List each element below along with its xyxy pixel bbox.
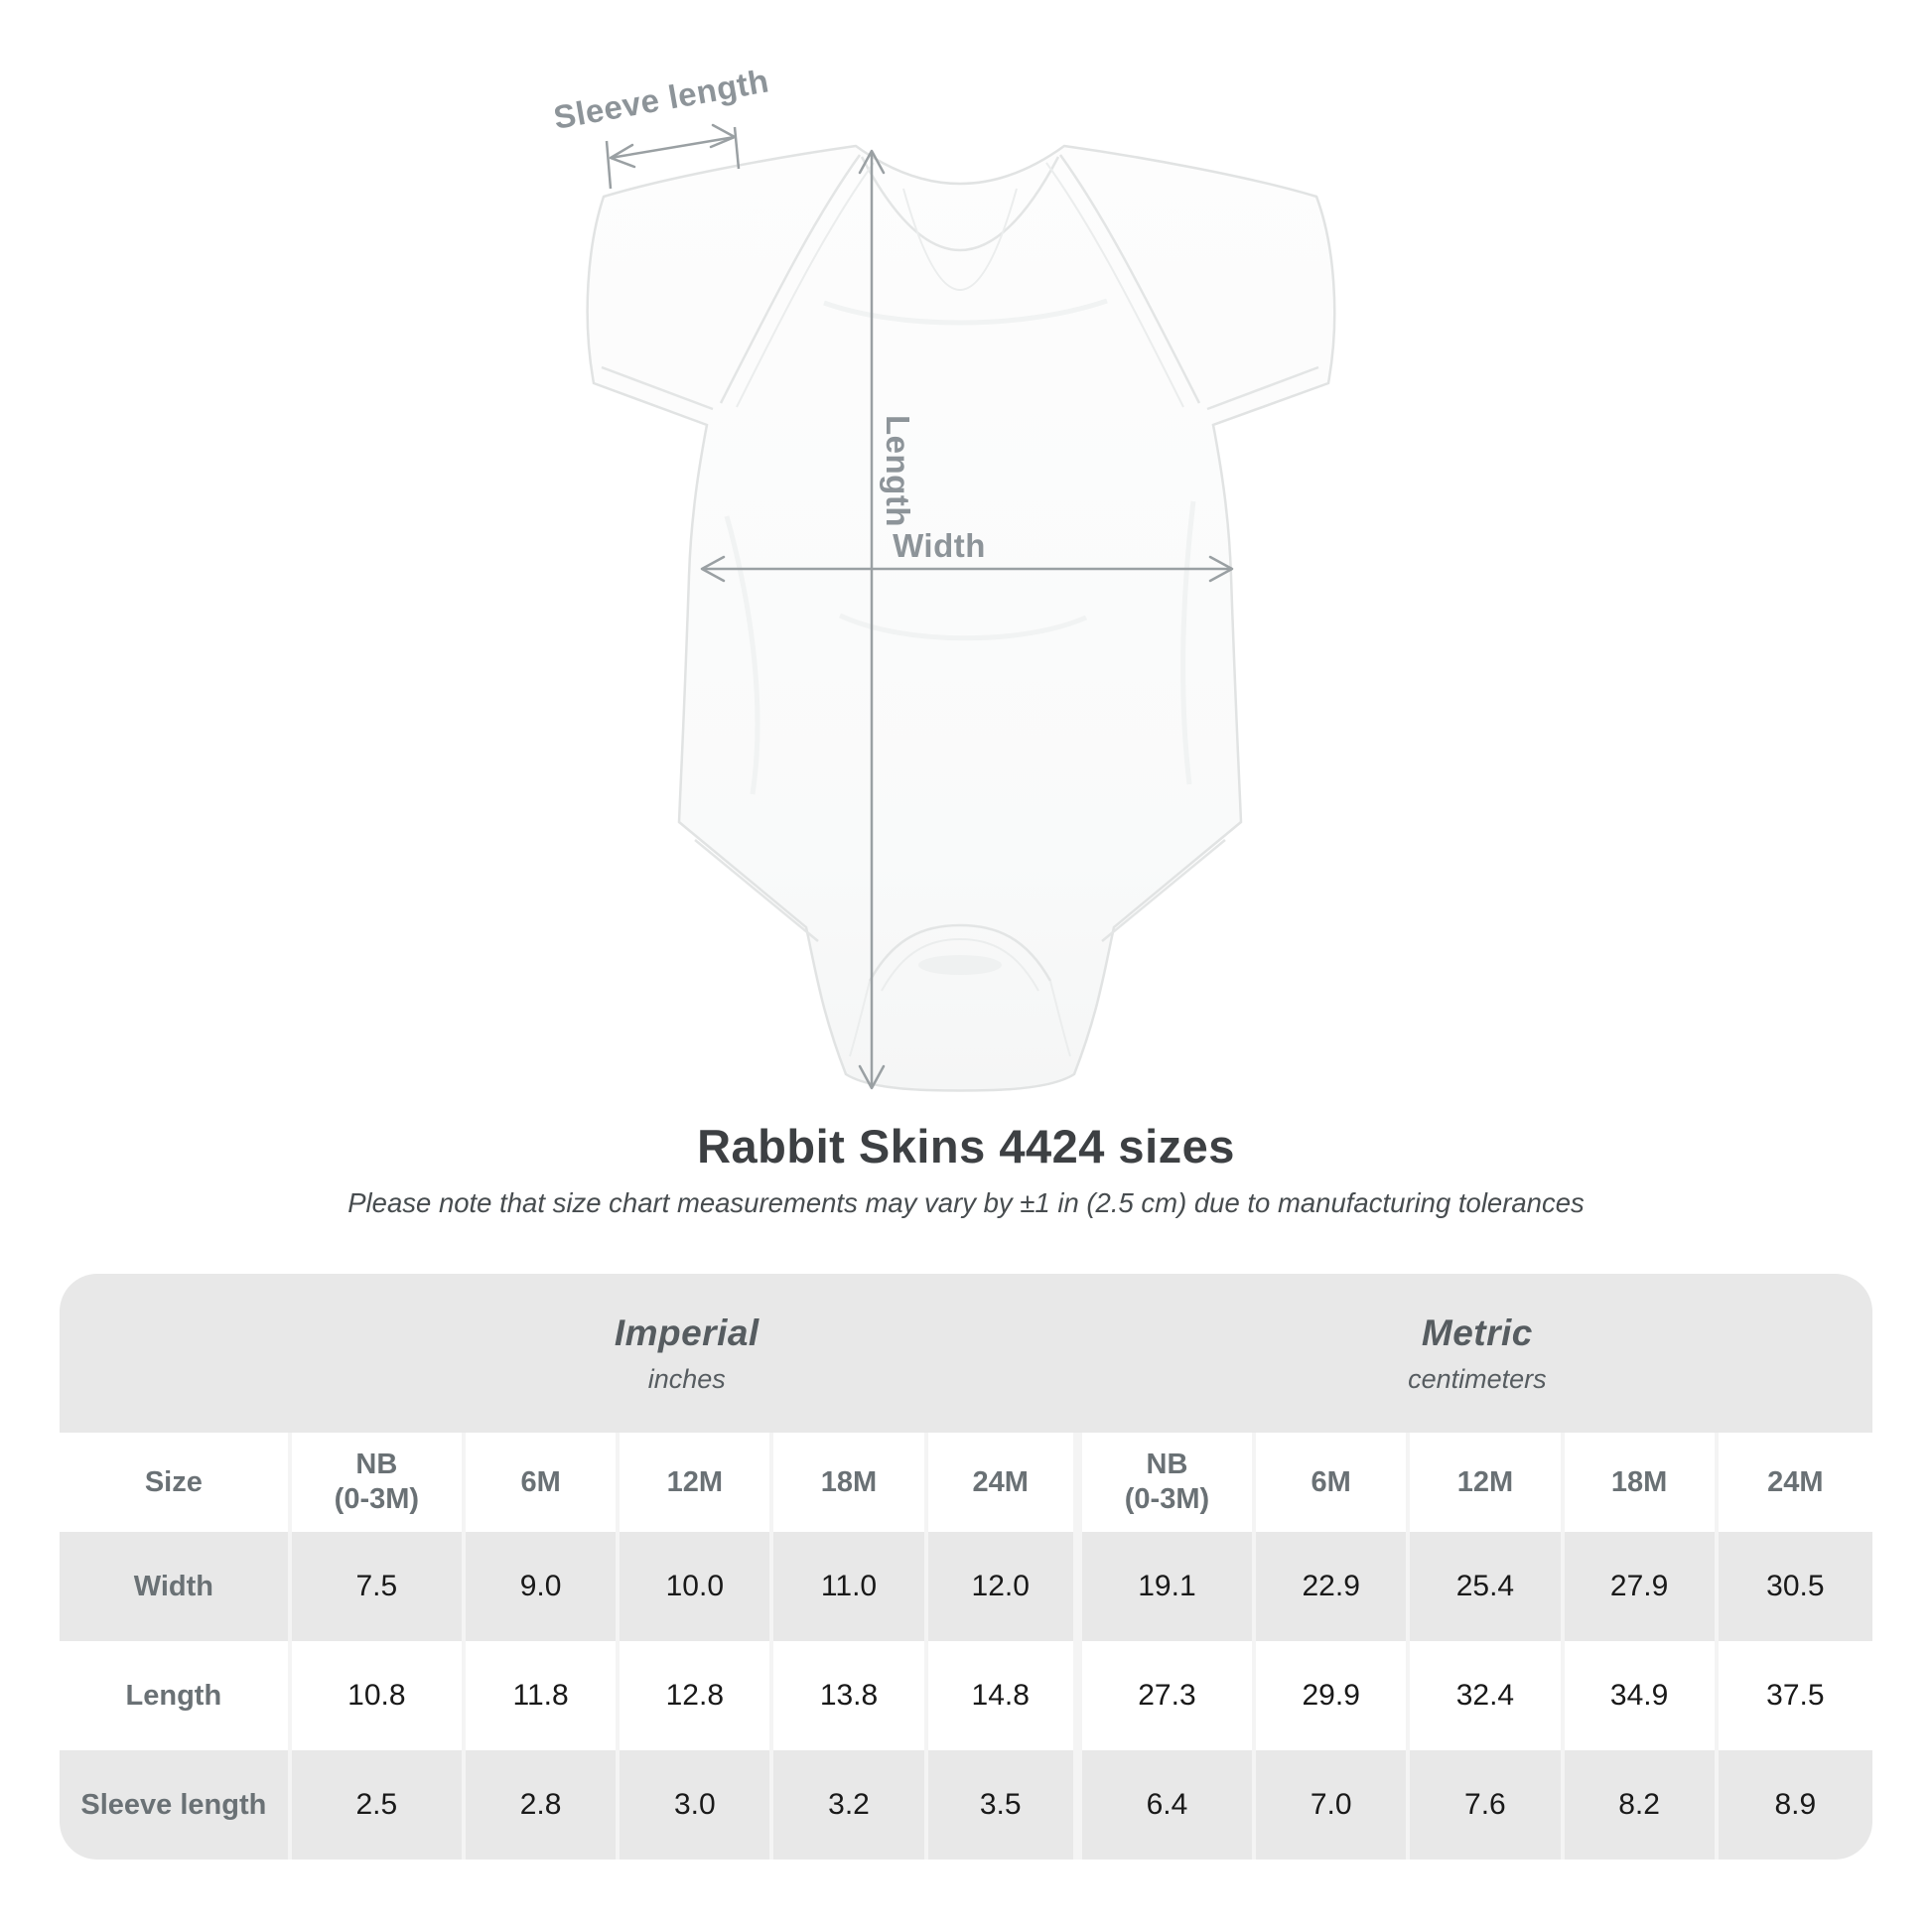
value-cell: 19.1 <box>1081 1532 1257 1641</box>
right-leg-binding <box>1101 839 1226 942</box>
value-cell: 12.0 <box>927 1532 1082 1641</box>
value-cell: 11.8 <box>466 1641 621 1750</box>
column-header: 24M <box>927 1433 1082 1532</box>
value-cell: 2.5 <box>291 1750 466 1860</box>
crotch-flap-edge <box>868 923 1052 982</box>
sleeve-length-annotation-label: Sleeve length <box>551 62 771 136</box>
width-annotation-label: Width <box>893 527 986 564</box>
value-cell: 6.4 <box>1081 1750 1257 1860</box>
unit-name: Imperial <box>614 1311 759 1353</box>
right-sleeve-hem <box>1206 365 1319 411</box>
value-cell: 3.2 <box>773 1750 928 1860</box>
flap-shadow <box>918 955 1002 975</box>
tolerance-note: Please note that size chart measurements… <box>347 1187 1585 1219</box>
unit-header-metric: Metric centimeters <box>1081 1274 1872 1433</box>
unit-header-corner <box>60 1274 292 1433</box>
value-cell: 27.9 <box>1564 1532 1719 1641</box>
left-leg-binding <box>694 839 819 942</box>
column-header: 18M <box>1564 1433 1719 1532</box>
value-cell: 13.8 <box>773 1641 928 1750</box>
unit-name: Metric <box>1421 1311 1533 1353</box>
size-table-wrap: Imperial inches Metric centimeters Size NB (0… <box>60 1274 1872 1860</box>
value-cell: 7.0 <box>1256 1750 1411 1860</box>
unit-header-row: Imperial inches Metric centimeters <box>60 1274 1872 1433</box>
value-cell: 14.8 <box>927 1641 1082 1750</box>
size-table-body: Imperial inches Metric centimeters Size NB (0… <box>60 1274 1872 1860</box>
value-cell: 34.9 <box>1564 1641 1719 1750</box>
size-column-header: Size <box>60 1433 292 1532</box>
value-cell: 8.9 <box>1718 1750 1872 1860</box>
row-label: Length <box>60 1641 292 1750</box>
width-arrow <box>700 555 1234 583</box>
flap-left-edge <box>849 980 871 1057</box>
table-row: Sleeve length 2.5 2.8 3.0 3.2 3.5 6.4 7.0 7.6 8.2… <box>60 1750 1872 1860</box>
fold-belly <box>838 613 1088 641</box>
fold-left <box>724 515 760 795</box>
flap-right-edge <box>1049 980 1071 1057</box>
size-header-row: Size NB (0-3M) 6M 12M 18M 24M NB (0-3M) 6M 12M 18… <box>60 1433 1872 1532</box>
value-cell: 2.8 <box>466 1750 621 1860</box>
page-title: Rabbit Skins 4424 sizes <box>697 1120 1235 1173</box>
onesie-illustration <box>586 144 1336 1092</box>
table-row: Width 7.5 9.0 10.0 11.0 12.0 19.1 22.9 25.4 27.9 3… <box>60 1532 1872 1641</box>
unit-header-imperial: Imperial inches <box>291 1274 1082 1433</box>
value-cell: 9.0 <box>466 1532 621 1641</box>
size-table: Imperial inches Metric centimeters Size NB (0… <box>60 1274 1872 1860</box>
value-cell: 11.0 <box>773 1532 928 1641</box>
onesie-diagram: Length Width Sleeve length <box>551 62 1336 1092</box>
value-cell: 27.3 <box>1081 1641 1257 1750</box>
left-lap-seam <box>719 154 862 404</box>
column-header: 6M <box>1256 1433 1411 1532</box>
fold-chest <box>823 298 1108 326</box>
onesie-body-shape <box>586 144 1336 1092</box>
table-row: Length 10.8 11.8 12.8 13.8 14.8 27.3 29.9 32.4 34… <box>60 1641 1872 1750</box>
title-block: Rabbit Skins 4424 sizes Please note that… <box>0 1120 1932 1219</box>
column-header: NB (0-3M) <box>291 1433 466 1532</box>
value-cell: 8.2 <box>1564 1750 1719 1860</box>
value-cell: 12.8 <box>620 1641 774 1750</box>
value-cell: 30.5 <box>1718 1532 1872 1641</box>
neckband-seam <box>860 156 1060 251</box>
column-header: 12M <box>620 1433 774 1532</box>
value-cell: 7.6 <box>1410 1750 1565 1860</box>
unit-sub: centimeters <box>1408 1363 1547 1394</box>
value-cell: 3.5 <box>927 1750 1082 1860</box>
sleeve-length-arrow <box>605 123 741 190</box>
value-cell: 10.8 <box>291 1641 466 1750</box>
column-header: 24M <box>1718 1433 1872 1532</box>
column-header: 18M <box>773 1433 928 1532</box>
right-lap-stitch <box>1045 162 1184 408</box>
length-annotation-label: Length <box>880 415 916 527</box>
value-cell: 22.9 <box>1256 1532 1411 1641</box>
value-cell: 37.5 <box>1718 1641 1872 1750</box>
neck-inner-shadow <box>902 188 1018 291</box>
length-arrow <box>858 149 886 1090</box>
column-header: 12M <box>1410 1433 1565 1532</box>
column-header: 6M <box>466 1433 621 1532</box>
column-header: NB (0-3M) <box>1081 1433 1257 1532</box>
left-sleeve-hem <box>601 365 714 411</box>
value-cell: 25.4 <box>1410 1532 1565 1641</box>
row-label: Width <box>60 1532 292 1641</box>
value-cell: 10.0 <box>620 1532 774 1641</box>
value-cell: 7.5 <box>291 1532 466 1641</box>
value-cell: 32.4 <box>1410 1641 1565 1750</box>
row-label: Sleeve length <box>60 1750 292 1860</box>
value-cell: 29.9 <box>1256 1641 1411 1750</box>
crotch-flap-stitch <box>881 937 1039 992</box>
unit-sub: inches <box>647 1363 726 1394</box>
fold-right <box>1180 500 1196 785</box>
left-lap-stitch <box>736 162 875 408</box>
right-lap-seam <box>1058 154 1201 404</box>
value-cell: 3.0 <box>620 1750 774 1860</box>
